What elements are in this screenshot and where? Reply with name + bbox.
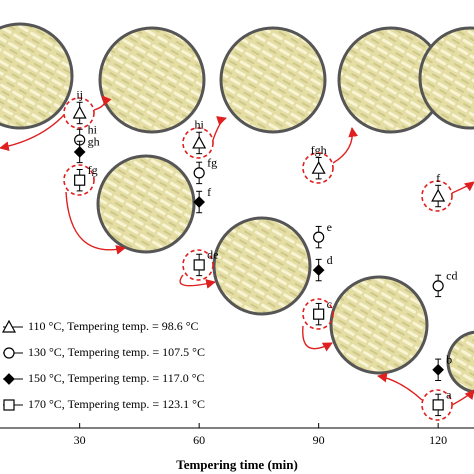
significance-letter: de bbox=[207, 248, 218, 262]
x-tick-label: 60 bbox=[193, 433, 205, 447]
marker bbox=[193, 167, 205, 179]
marker bbox=[192, 135, 207, 149]
marker bbox=[193, 196, 206, 208]
photos bbox=[0, 22, 474, 394]
marker bbox=[3, 373, 15, 385]
marker bbox=[431, 188, 446, 202]
significance-letter: f bbox=[207, 185, 211, 199]
x-tick-label: 30 bbox=[74, 433, 86, 447]
legend-label: 130 °C, Tempering temp. = 107.5 °C bbox=[28, 345, 205, 359]
significance-letter: gh bbox=[88, 135, 100, 149]
significance-letter: ij bbox=[76, 88, 83, 102]
highlights bbox=[0, 95, 474, 421]
significance-letter: c bbox=[327, 297, 332, 311]
legend-label: 110 °C, Tempering temp. = 98.6 °C bbox=[28, 319, 199, 333]
marker bbox=[193, 259, 205, 271]
significance-letter: fg bbox=[88, 163, 98, 177]
x-tick-label: 120 bbox=[429, 433, 447, 447]
significance-letter: f bbox=[436, 171, 440, 185]
significance-letter: cd bbox=[446, 269, 457, 283]
marker bbox=[432, 399, 444, 411]
marker bbox=[311, 160, 326, 174]
significance-letter: fg bbox=[207, 156, 217, 170]
significance-letter: hi bbox=[194, 118, 204, 132]
marker bbox=[432, 280, 444, 292]
marker bbox=[312, 264, 325, 276]
x-tick-label: 90 bbox=[313, 433, 325, 447]
significance-letter: hi bbox=[88, 123, 98, 137]
marker bbox=[1, 319, 17, 333]
marker bbox=[72, 105, 87, 119]
marker bbox=[74, 174, 86, 186]
significance-letter: fgh bbox=[311, 143, 327, 157]
marker bbox=[3, 399, 15, 411]
marker bbox=[73, 146, 86, 158]
legend: 110 °C, Tempering temp. = 98.6 °C 130 °C,… bbox=[1, 319, 205, 411]
significance-letter: a bbox=[446, 388, 452, 402]
marker bbox=[432, 363, 444, 376]
marker bbox=[313, 231, 325, 243]
marker bbox=[313, 308, 325, 320]
x-axis-label: Tempering time (min) bbox=[176, 457, 298, 472]
legend-label: 170 °C, Tempering temp. = 123.1 °C bbox=[28, 397, 205, 411]
significance-letter: b bbox=[446, 353, 452, 367]
legend-label: 150 °C, Tempering temp. = 117.0 °C bbox=[28, 371, 205, 385]
significance-letter: e bbox=[327, 220, 332, 234]
significance-letter: d bbox=[327, 253, 333, 267]
marker bbox=[3, 347, 15, 359]
